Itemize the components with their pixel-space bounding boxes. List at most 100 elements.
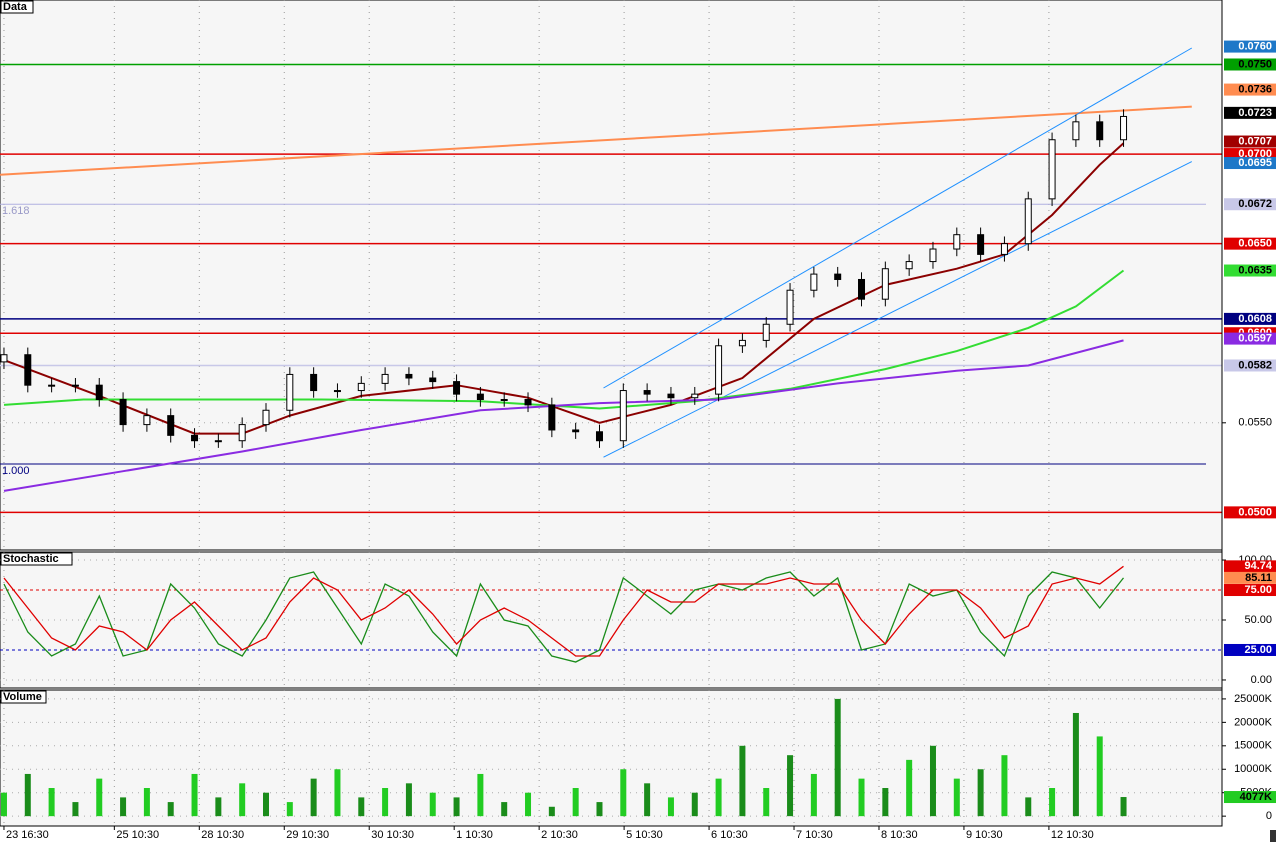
corner-button[interactable] bbox=[1270, 830, 1276, 842]
stochastic-line bbox=[3, 565, 1124, 657]
volume-bar bbox=[691, 792, 698, 817]
candle-body bbox=[548, 404, 556, 431]
volume-bar bbox=[667, 797, 674, 817]
candle-body bbox=[71, 384, 79, 387]
volume-bar bbox=[929, 745, 936, 817]
volume-bar bbox=[1096, 736, 1103, 817]
candle-body bbox=[1120, 115, 1128, 141]
volume-bar bbox=[215, 797, 222, 817]
price-tag-label: 0.0760 bbox=[1238, 40, 1272, 52]
candle-body bbox=[405, 373, 413, 379]
panel bbox=[0, 689, 1223, 827]
candle-body bbox=[429, 377, 437, 383]
price-tag-label: 0.0700 bbox=[1238, 148, 1272, 160]
candle-body bbox=[905, 261, 913, 270]
volume-bar bbox=[596, 802, 603, 817]
y-tick-label: 0 bbox=[1266, 810, 1272, 822]
price-tag-label: 0.0608 bbox=[1238, 313, 1272, 325]
trend-line bbox=[603, 47, 1193, 389]
candle-body bbox=[595, 431, 603, 442]
candle-body bbox=[262, 409, 270, 426]
candle-body bbox=[1048, 139, 1056, 200]
x-tick-label: 2 10:30 bbox=[541, 829, 578, 841]
volume-bar bbox=[548, 806, 555, 817]
price-tag bbox=[1224, 83, 1276, 96]
price-tag bbox=[1224, 584, 1276, 597]
candle-body bbox=[0, 354, 8, 363]
price-tag bbox=[1224, 264, 1276, 277]
volume-bar bbox=[0, 792, 7, 817]
panel-title-box bbox=[0, 0, 34, 14]
price-tag-label: 94.74 bbox=[1244, 560, 1272, 572]
candle-body bbox=[643, 390, 651, 395]
stochastic-line bbox=[3, 571, 1125, 663]
x-tick-label: 1 10:30 bbox=[456, 829, 493, 841]
candle-body bbox=[191, 434, 199, 442]
candle-body bbox=[167, 415, 175, 436]
volume-bar bbox=[834, 698, 841, 817]
candle-body bbox=[381, 373, 389, 384]
price-tag-label: 75.00 bbox=[1244, 584, 1272, 596]
candle-body bbox=[1072, 121, 1080, 141]
volume-bar bbox=[262, 792, 269, 817]
x-tick-label: 12 10:30 bbox=[1051, 829, 1094, 841]
price-tag bbox=[1224, 571, 1276, 584]
candle-body bbox=[977, 234, 985, 255]
volume-bar bbox=[763, 788, 770, 817]
volume-bar bbox=[358, 797, 365, 817]
volume-bar bbox=[334, 769, 341, 817]
candle-body bbox=[238, 424, 246, 442]
candle-body bbox=[310, 373, 318, 392]
volume-bar bbox=[1072, 712, 1079, 817]
candle-body bbox=[95, 384, 103, 401]
candle-body bbox=[619, 390, 627, 442]
y-tick-label: 10000K bbox=[1234, 763, 1273, 775]
price-tag bbox=[1224, 106, 1276, 119]
price-tag bbox=[1224, 791, 1276, 804]
price-tag-label: 25.00 bbox=[1244, 644, 1272, 656]
candle-body bbox=[858, 278, 866, 300]
volume-bar bbox=[620, 769, 627, 817]
candle-body bbox=[715, 345, 723, 395]
candle-body bbox=[929, 248, 937, 263]
volume-bar bbox=[72, 802, 79, 817]
volume-bar bbox=[24, 773, 31, 817]
price-tag-label: 0.0650 bbox=[1238, 238, 1272, 250]
fib-label: 1.618 bbox=[2, 205, 30, 217]
price-tag-label: 0.0582 bbox=[1238, 359, 1272, 371]
volume-bar bbox=[906, 759, 913, 817]
panel-title: Stochastic bbox=[3, 553, 59, 565]
x-tick-label: 9 10:30 bbox=[966, 829, 1003, 841]
volume-bar bbox=[810, 773, 817, 817]
price-tag bbox=[1224, 560, 1276, 573]
moving-average bbox=[3, 269, 1125, 410]
price-tag bbox=[1224, 40, 1276, 53]
x-tick-label: 25 10:30 bbox=[116, 829, 159, 841]
candle-body bbox=[762, 323, 770, 341]
candle-body bbox=[1024, 198, 1032, 245]
fib-label: 1.000 bbox=[2, 465, 30, 477]
volume-bar bbox=[477, 773, 484, 817]
candle-body bbox=[333, 390, 341, 393]
volume-bar bbox=[239, 783, 246, 817]
panel-title-box bbox=[0, 690, 47, 704]
x-tick-label: 28 10:30 bbox=[201, 829, 244, 841]
panel-title-box bbox=[0, 552, 73, 566]
x-tick-label: 5 10:30 bbox=[626, 829, 663, 841]
candle-body bbox=[143, 415, 151, 426]
candle-body bbox=[48, 384, 56, 387]
volume-bar bbox=[96, 778, 103, 817]
price-tag-label: 0.0500 bbox=[1238, 506, 1272, 518]
price-tag-label: 0.0750 bbox=[1238, 58, 1272, 70]
volume-bar bbox=[572, 788, 579, 817]
volume-bar bbox=[1120, 797, 1127, 817]
volume-bar bbox=[525, 792, 532, 817]
x-tick-label: 6 10:30 bbox=[711, 829, 748, 841]
price-tag-label: 85.11 bbox=[1245, 572, 1272, 584]
candle-body bbox=[810, 273, 818, 291]
moving-average bbox=[3, 142, 1125, 435]
candle-body bbox=[500, 399, 508, 402]
candle-body bbox=[119, 399, 127, 426]
trend-line bbox=[0, 105, 1192, 176]
